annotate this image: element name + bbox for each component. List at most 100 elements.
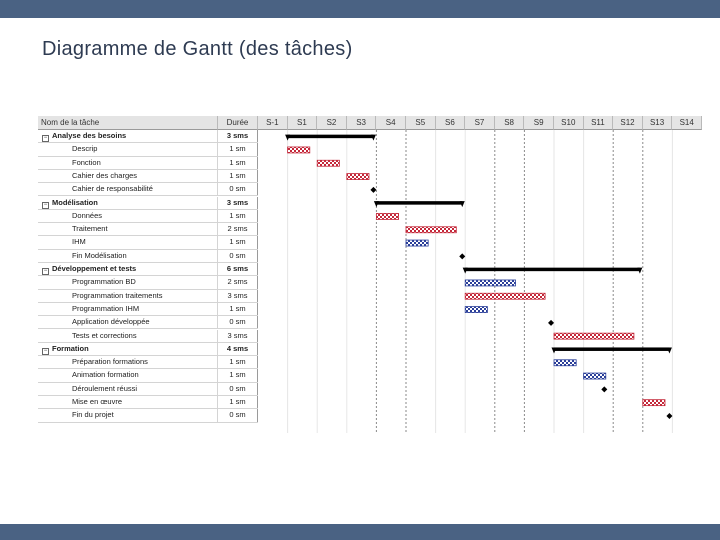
task-name: Tests et corrections [72, 330, 137, 340]
collapse-toggle-icon[interactable]: − [42, 201, 49, 209]
task-name: Mise en œuvre [72, 397, 123, 406]
summary-bar [465, 267, 640, 272]
task-duration: 1 sm [218, 143, 258, 156]
task-duration: 0 sm [218, 409, 258, 422]
task-name: Données [72, 210, 103, 220]
task-name: Programmation IHM [72, 303, 140, 313]
task-name: Cahier de responsabilité [72, 184, 153, 194]
task-duration: 2 sms [218, 276, 258, 289]
task-duration: 1 sm [218, 369, 258, 382]
task-name: Programmation BD [72, 277, 136, 287]
task-name: Préparation formations [72, 357, 148, 367]
task-duration: 1 sm [218, 236, 258, 249]
summary-bar [287, 134, 374, 139]
task-row: − Analyse des besoins 3 sms [38, 130, 258, 144]
task-duration: 0 sm [218, 316, 258, 329]
week-header: S10 [554, 116, 584, 130]
task-row: Tests et corrections 3 sms [38, 329, 258, 343]
column-header-duration: Durée [218, 116, 258, 130]
task-duration: 1 sm [218, 396, 258, 409]
summary-bar-end [370, 134, 376, 141]
task-row: − Formation 4 sms [38, 342, 258, 357]
task-row: IHM 1 sm [38, 236, 258, 250]
collapse-toggle-icon[interactable]: − [42, 347, 49, 355]
week-header: S13 [642, 116, 673, 130]
collapse-toggle-icon[interactable]: − [42, 135, 49, 142]
task-duration: 0 sm [218, 183, 258, 196]
task-duration: 4 sms [218, 342, 258, 356]
task-row: − Développement et tests 6 sms [38, 263, 258, 277]
task-duration: 1 sm [218, 209, 258, 223]
milestone-diamond [548, 319, 555, 326]
task-bar [642, 399, 666, 407]
task-name: Traitement [72, 224, 108, 234]
task-bar [346, 173, 370, 180]
summary-bar [554, 347, 670, 351]
task-bar [287, 146, 311, 154]
task-name: Déroulement réussi [72, 383, 138, 393]
task-duration: 3 sms [218, 130, 258, 143]
task-row: Programmation BD 2 sms [38, 276, 258, 290]
column-header-name: Nom de la tâche [38, 116, 218, 130]
week-header: S8 [494, 116, 525, 130]
summary-bar-end [285, 134, 291, 141]
task-duration: 1 sm [218, 156, 258, 169]
week-header: S-1 [258, 116, 288, 130]
task-duration: 1 sm [218, 169, 258, 183]
summary-bar-end [459, 201, 465, 208]
task-row: − Modélisation 3 sms [38, 196, 258, 210]
task-name: Analyse des besoins [52, 131, 127, 140]
summary-bar-end [462, 267, 468, 274]
week-header: S6 [435, 116, 466, 130]
summary-bar-end [551, 347, 557, 354]
week-header: S14 [672, 116, 702, 130]
task-row: Traitement 2 sms [38, 223, 258, 237]
week-header: S1 [287, 116, 318, 130]
task-name: Fin Modélisation [72, 250, 127, 260]
task-row: Fin Modélisation 0 sm [38, 249, 258, 263]
task-row: Animation formation 1 sm [38, 369, 258, 383]
week-header: S12 [613, 116, 643, 130]
task-duration: 1 sm [218, 302, 258, 316]
task-name: Fin du projet [72, 410, 114, 420]
task-bar [316, 159, 340, 167]
task-bar [583, 372, 607, 380]
bottom-banner [0, 524, 720, 540]
task-bar [464, 292, 546, 300]
milestone-diamond [601, 386, 608, 393]
task-duration: 3 sms [218, 289, 258, 302]
task-duration: 0 sm [218, 249, 258, 262]
task-row: Programmation traitements 3 sms [38, 289, 258, 303]
task-name: Programmation traitements [72, 290, 163, 300]
task-name: Développement et tests [52, 264, 137, 273]
task-row: Programmation IHM 1 sm [38, 302, 258, 317]
milestone-diamond [666, 412, 673, 419]
week-header: S4 [376, 116, 406, 130]
week-header: S7 [465, 116, 495, 130]
gantt-chart: Nom de la tâche Durée S-1 S1 S2 S3 S4 S5 S6 S7 S… [38, 116, 702, 434]
task-row: Application développée 0 sm [38, 316, 258, 330]
week-header: S3 [346, 116, 377, 130]
task-row: Données 1 sm [38, 209, 258, 224]
week-header: S5 [406, 116, 436, 130]
task-bar [405, 239, 429, 247]
task-bar [553, 332, 635, 340]
task-duration: 0 sm [218, 382, 258, 395]
week-header: S9 [524, 116, 554, 130]
week-header: S2 [317, 116, 347, 130]
week-header: S11 [583, 116, 614, 130]
task-name: IHM [72, 237, 86, 247]
task-duration: 3 sms [218, 329, 258, 342]
task-name: Application développée [72, 317, 150, 327]
task-bar [376, 213, 400, 220]
collapse-toggle-icon[interactable]: − [42, 268, 49, 275]
task-duration: 2 sms [218, 223, 258, 236]
task-row: Descrip 1 sm [38, 143, 258, 157]
top-banner [0, 0, 720, 18]
gantt-timeline [285, 130, 673, 433]
milestone-diamond [370, 186, 377, 193]
task-name: Descrip [72, 144, 98, 154]
task-duration: 6 sms [218, 263, 258, 276]
task-name: Modélisation [52, 197, 98, 207]
task-name: Cahier des charges [72, 170, 138, 180]
